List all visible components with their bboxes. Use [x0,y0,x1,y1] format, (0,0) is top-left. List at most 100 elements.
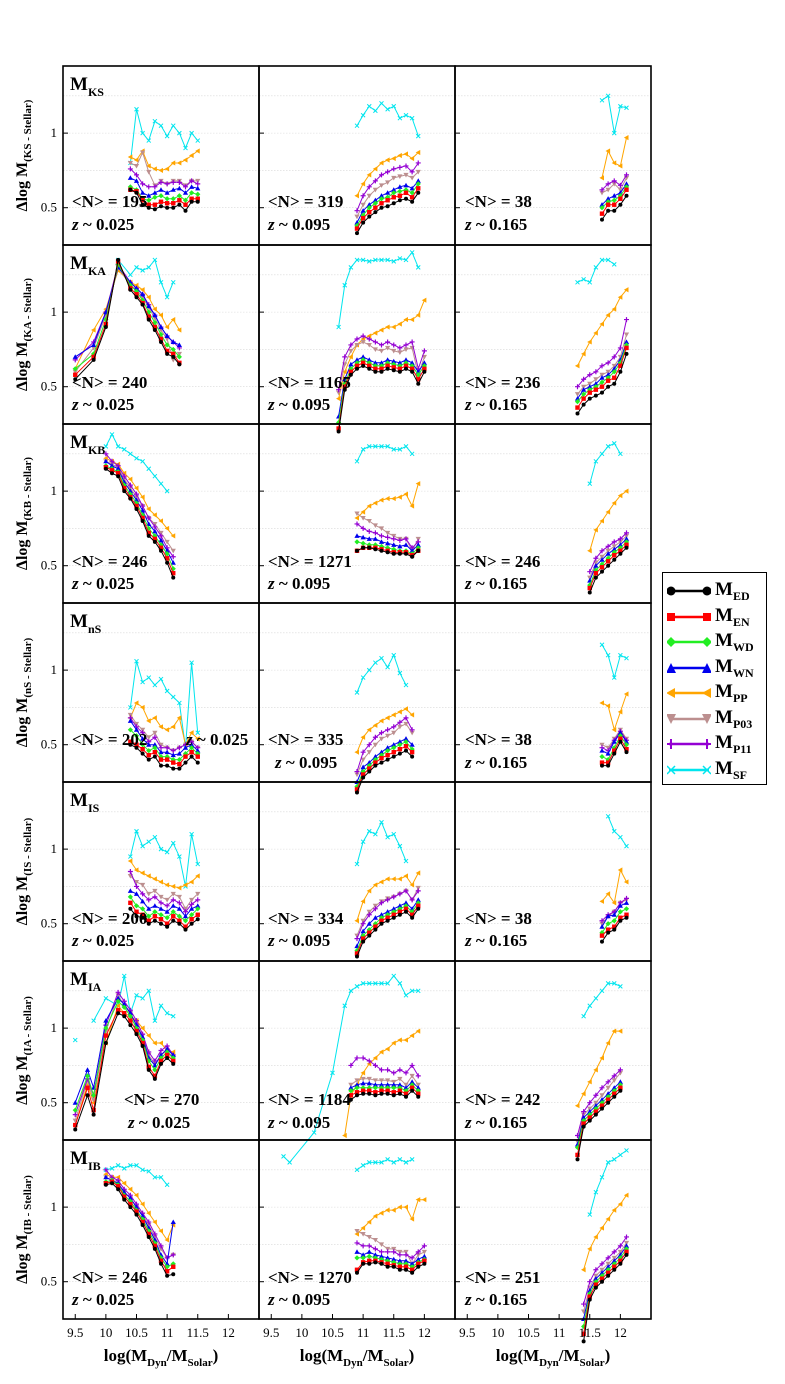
point-ed [134,1032,139,1037]
point-p11 [593,369,599,375]
point-pp [378,497,384,503]
legend-label-sub: P03 [732,716,753,731]
panel-r6-c2 [259,990,455,1104]
point-p03 [360,757,366,763]
point-wn [348,361,354,367]
legend-swatch-p03 [667,713,711,724]
point-en [171,570,176,576]
point-ed [342,387,347,392]
legend-label: MP03 [715,707,753,731]
point-ed [195,760,200,765]
legend-marker-cross [702,764,711,775]
point-p11 [360,525,366,531]
series-group-r6-c1 [72,973,176,1132]
series-line-sf [356,1158,413,1171]
point-p03 [158,894,164,900]
point-pp [599,898,604,904]
point-ed [361,545,366,550]
point-pp [385,715,390,721]
point-wn [391,358,397,364]
point-p03 [415,169,421,175]
point-pp [397,152,402,159]
point-wd [164,1049,170,1055]
point-wd [581,391,587,397]
point-sf [593,265,599,270]
point-sf [618,652,623,658]
point-sf [195,861,201,867]
point-sf [354,123,360,129]
panel-r3-c1 [63,453,259,567]
point-wn [599,557,605,562]
point-p11 [611,1073,617,1079]
point-pp [133,485,139,491]
point-p03 [366,909,372,915]
point-pp [164,882,170,888]
point-en [397,1088,403,1093]
point-p11 [152,184,158,190]
legend-swatch-p11 [667,739,711,749]
point-p11 [397,891,403,897]
point-sf [605,981,611,986]
point-p11 [158,533,164,539]
point-wd [409,1082,415,1088]
point-en [403,1264,409,1269]
series-line-pp [130,149,198,171]
point-p11 [72,1112,78,1118]
point-wn [133,891,140,896]
point-pp [133,157,139,163]
point-ed [128,906,133,911]
point-wn [599,375,605,380]
y-tick-label: 1 [51,841,58,856]
point-p11 [140,503,146,509]
point-ed [134,295,139,300]
redshift-label: z ~ 0.165 [464,1113,527,1132]
point-sf [140,843,145,849]
point-wn [176,751,182,756]
point-p11 [354,336,360,342]
point-sf [140,995,145,1001]
point-sf [611,981,617,986]
point-en [164,556,170,561]
point-p03 [391,1079,397,1085]
point-pp [182,882,188,888]
series-line-ed [74,1012,174,1130]
point-wn [133,285,140,291]
point-p03 [581,1112,587,1118]
point-wn [378,360,385,365]
point-sf [128,272,133,278]
point-sf [379,1160,384,1165]
redshift-label: z ~ 0.095 [267,1113,330,1132]
point-sf [152,473,158,479]
point-wd [366,927,372,933]
point-sf [605,652,611,658]
point-p11 [397,1067,403,1073]
point-sf [373,257,378,263]
point-p11 [360,333,366,339]
point-pp [152,1219,157,1225]
point-p03 [599,190,605,196]
point-ed [385,550,390,555]
point-pp [195,873,200,879]
point-sf [403,112,409,118]
series-line-sf [129,829,199,887]
point-sf [152,257,158,263]
panel-frame [454,1139,652,1320]
redshift-label: z ~ 0.095 [267,395,330,414]
point-wn [623,900,630,905]
point-pp [605,891,611,897]
point-ed [373,369,378,374]
point-p11 [391,1070,397,1076]
point-ed [581,1124,586,1129]
point-wn [605,372,611,377]
point-pp [158,724,163,730]
point-wn [140,736,146,741]
point-ed [606,1100,611,1105]
redshift-label: z ~ 0.095 [267,931,330,950]
point-ed [385,366,390,371]
point-ed [73,1127,78,1132]
point-ed [379,205,384,210]
point-p11 [385,1249,391,1255]
point-p03 [152,730,158,736]
series-line-sf [601,644,627,680]
point-sf [134,992,139,998]
